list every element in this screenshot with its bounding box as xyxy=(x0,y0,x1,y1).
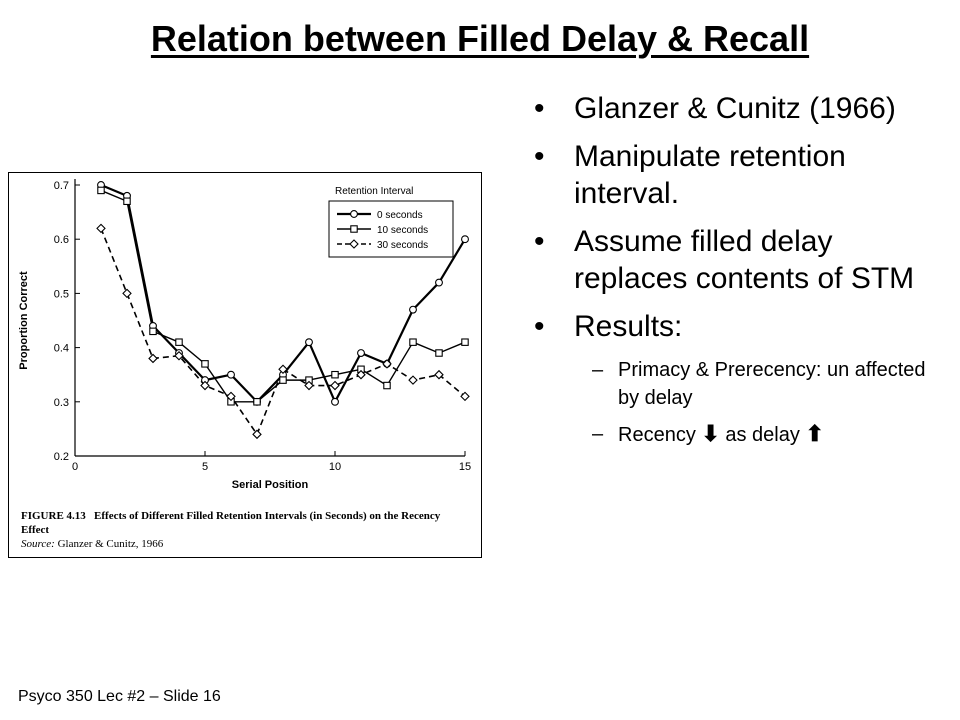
bullet-icon: • xyxy=(534,92,545,125)
bullet-icon: • xyxy=(534,225,545,258)
x-axis-label: Serial Position xyxy=(232,479,309,491)
bullet-icon: • xyxy=(534,310,545,343)
bullet-text: Glanzer & Cunitz (1966) xyxy=(574,92,896,125)
data-point-circle xyxy=(357,349,365,357)
y-tick-label: 0.7 xyxy=(54,180,69,192)
data-point-square xyxy=(409,338,417,346)
bullet-icon: • xyxy=(534,140,545,173)
y-tick-label: 0.2 xyxy=(54,451,69,463)
data-point-circle xyxy=(331,397,339,406)
x-tick-label: 10 xyxy=(329,461,341,473)
sub-bullet-as-delay: as delay xyxy=(725,424,800,446)
caption-source-text: Glanzer & Cunitz, 1966 xyxy=(57,538,164,550)
data-point-diamond xyxy=(304,380,314,391)
data-point-circle xyxy=(227,370,235,379)
data-point-square xyxy=(331,370,339,379)
caption-figure-number: FIGURE 4.13 xyxy=(21,510,86,522)
bullet-item: • Manipulate retention interval. xyxy=(534,138,934,212)
sub-bullet-text: Primacy & Prerecency: un affected by del… xyxy=(618,359,926,409)
data-point-square xyxy=(461,338,469,346)
data-point-diamond xyxy=(382,359,392,369)
data-point-square xyxy=(175,338,183,346)
legend-title: Retention Interval xyxy=(335,186,413,197)
data-point-square xyxy=(149,327,157,336)
series-line-diamond xyxy=(100,228,466,436)
data-point-diamond xyxy=(122,288,132,299)
recall-line-chart: 0.2 0.3 0.4 0.5 0.6 0.7 0 5 10 15 Serial Position P… xyxy=(18,179,471,491)
data-point-diamond xyxy=(200,380,210,391)
y-tick-label: 0.3 xyxy=(54,397,69,409)
sub-bullet-item: – Primacy & Prerecency: un affected by d… xyxy=(534,356,934,412)
data-point-square xyxy=(279,376,287,384)
y-axis-label: Proportion Correct xyxy=(18,271,30,370)
data-point-diamond xyxy=(278,364,288,375)
up-arrow-icon: ⬆ xyxy=(805,421,824,446)
data-point-diamond xyxy=(434,369,444,380)
data-point-square xyxy=(253,398,261,406)
data-point-circle xyxy=(409,305,417,314)
sub-bullet-recency: Recency xyxy=(618,424,696,446)
data-point-square xyxy=(97,186,105,195)
data-point-diamond xyxy=(330,380,340,391)
data-point-circle xyxy=(305,338,313,347)
data-point-diamond xyxy=(408,375,418,385)
figure-caption: FIGURE 4.13 Effects of Different Filled … xyxy=(21,509,471,551)
bullet-item: • Results: xyxy=(534,308,934,345)
y-tick-label: 0.5 xyxy=(54,288,69,300)
legend-marker-diamond xyxy=(349,239,359,249)
bullet-text: Results: xyxy=(574,310,683,343)
data-point-square xyxy=(383,381,391,390)
figure-panel: 0.2 0.3 0.4 0.5 0.6 0.7 0 5 10 15 Serial Position P… xyxy=(8,172,482,558)
data-point-diamond xyxy=(226,391,236,402)
data-point-diamond xyxy=(96,223,106,234)
data-point-circle xyxy=(461,235,469,244)
data-point-diamond xyxy=(356,369,366,380)
data-point-diamond xyxy=(174,350,184,361)
y-tick-label: 0.4 xyxy=(54,343,69,355)
x-tick-label: 5 xyxy=(202,461,208,473)
slide-footer: Psyco 350 Lec #2 – Slide 16 xyxy=(18,688,221,705)
bullet-item: • Glanzer & Cunitz (1966) xyxy=(534,90,934,127)
bullet-list: • Glanzer & Cunitz (1966) • Manipulate r… xyxy=(534,90,934,457)
legend-label: 0 seconds xyxy=(377,210,423,221)
bullet-text: Manipulate retention interval. xyxy=(574,140,846,210)
y-tick-label: 0.6 xyxy=(54,234,69,246)
dash-icon: – xyxy=(592,359,604,381)
slide-title: Relation between Filled Delay & Recall xyxy=(150,18,810,59)
bullet-item: • Assume filled delay replaces contents … xyxy=(534,223,934,297)
caption-source-label: Source: xyxy=(21,538,55,550)
down-arrow-icon: ⬇ xyxy=(701,421,720,446)
legend-marker-square xyxy=(350,225,358,233)
data-point-diamond xyxy=(460,391,470,402)
caption-text: Effects of Different Filled Retention In… xyxy=(21,510,441,536)
data-point-square xyxy=(123,197,131,206)
data-point-square xyxy=(435,349,443,357)
data-point-diamond xyxy=(148,353,158,364)
data-point-square xyxy=(201,360,209,368)
sub-bullet-item: – Recency ⬇ as delay ⬆ xyxy=(534,420,934,449)
data-point-diamond xyxy=(252,429,262,440)
legend-label: 10 seconds xyxy=(377,225,428,236)
data-point-circle xyxy=(435,278,443,287)
bullet-text: Assume filled delay replaces contents of… xyxy=(574,225,915,295)
legend-marker-circle xyxy=(350,210,358,218)
legend-label: 30 seconds xyxy=(377,240,428,251)
x-tick-label: 0 xyxy=(72,461,78,473)
dash-icon: – xyxy=(592,423,604,445)
x-tick-label: 15 xyxy=(459,461,471,473)
